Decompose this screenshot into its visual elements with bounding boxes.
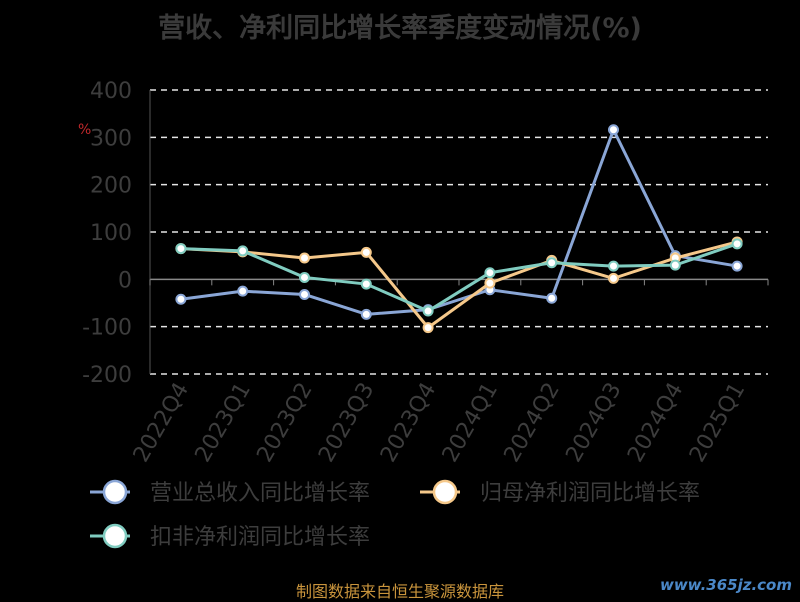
data-point [608,272,619,284]
series-line-0 [180,128,738,316]
x-tick-label: 2024Q2 [500,379,565,467]
series-layer [175,124,743,334]
y-tick-label: 200 [90,174,132,199]
x-tick-label: 2023Q3 [314,379,379,467]
x-tick-label: 2023Q4 [376,378,441,466]
data-point [237,285,249,297]
data-point [299,252,310,264]
x-tick-label: 2023Q1 [191,379,256,467]
x-tick-label: 2023Q2 [252,379,317,467]
data-point [608,260,619,272]
data-point [360,246,372,258]
source-note: 制图数据来自恒生聚源数据库 [295,582,504,601]
legend-marker [102,523,128,549]
data-point [360,308,372,320]
y-tick-label: 100 [90,221,132,246]
x-tick-label: 2024Q1 [438,379,503,467]
data-point [546,292,558,304]
data-point [237,245,249,257]
y-tick-label: 400 [90,79,132,104]
y-tick-label: -200 [82,363,132,388]
legend-label: 归母净利润同比增长率 [480,481,700,506]
data-point [360,278,372,290]
legend-marker [432,479,458,505]
data-point [484,277,496,289]
y-tick-label: 0 [118,268,132,293]
x-tick-label: 2024Q4 [623,379,688,467]
legend-label: 营业总收入同比增长率 [150,481,370,506]
series-line-2 [180,242,738,313]
data-point [484,267,496,279]
x-tick-label: 2024Q3 [561,379,626,467]
percent-icon: % [78,122,92,138]
data-point [422,305,434,317]
chart-title: 营收、净利同比增长率季度变动情况(%) [158,13,642,44]
data-point [669,259,681,271]
legend-label: 扣非净利润同比增长率 [150,525,370,550]
data-point [731,260,743,272]
series-line-1 [180,240,738,330]
data-point [608,124,619,136]
data-point [299,271,310,283]
y-tick-label: -100 [82,316,132,341]
data-point [299,288,310,300]
data-point [422,322,434,334]
x-tick-label: 2022Q4 [129,379,194,467]
data-point [731,238,743,250]
y-tick-label: 300 [90,126,132,151]
data-point [175,243,187,255]
grid-layer [150,89,768,375]
data-point [546,257,558,269]
watermark: www.365jz.com [659,576,792,594]
legend-marker [102,479,128,505]
data-point [175,293,187,305]
x-tick-label: 2025Q1 [685,379,750,467]
